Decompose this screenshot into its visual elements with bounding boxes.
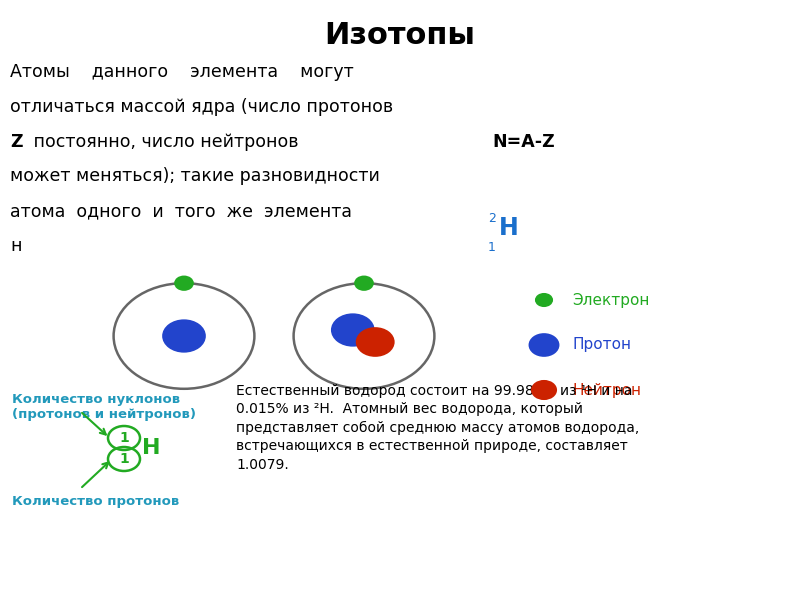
Text: н: н — [10, 237, 22, 255]
Text: Электрон: Электрон — [572, 292, 650, 307]
Text: Нейтрон: Нейтрон — [572, 383, 641, 397]
Text: Протон: Протон — [572, 337, 631, 352]
Text: может меняться); такие разновидности: может меняться); такие разновидности — [10, 167, 380, 185]
Circle shape — [332, 314, 374, 346]
Circle shape — [532, 381, 556, 399]
Text: постоянно, число нейтронов: постоянно, число нейтронов — [28, 133, 298, 151]
Text: N=A-Z: N=A-Z — [492, 133, 554, 151]
Text: атома  одного  и  того  же  элемента: атома одного и того же элемента — [10, 202, 352, 220]
Text: 1: 1 — [119, 431, 129, 445]
Text: Естественный водород состоит на 99.985% из ¹H и на
0.015% из ²H.  Атомный вес во: Естественный водород состоит на 99.985% … — [236, 384, 639, 472]
Text: Количество нуклонов
(протонов и нейтронов): Количество нуклонов (протонов и нейтроно… — [12, 393, 196, 421]
Text: H: H — [498, 216, 518, 240]
Circle shape — [163, 320, 205, 352]
Text: Z: Z — [10, 133, 23, 151]
Text: отличаться массой ядра (число протонов: отличаться массой ядра (число протонов — [10, 98, 394, 116]
Circle shape — [530, 334, 558, 356]
Text: 2: 2 — [488, 212, 496, 225]
Circle shape — [175, 277, 193, 290]
Text: H: H — [142, 439, 160, 458]
Circle shape — [355, 277, 373, 290]
Circle shape — [536, 294, 552, 306]
Circle shape — [357, 328, 394, 356]
Text: Изотопы: Изотопы — [325, 21, 475, 50]
Text: Атомы    данного    элемента    могут: Атомы данного элемента могут — [10, 63, 354, 81]
Text: 1: 1 — [119, 452, 129, 466]
Text: Количество протонов: Количество протонов — [12, 495, 179, 508]
Text: 1: 1 — [488, 241, 496, 254]
